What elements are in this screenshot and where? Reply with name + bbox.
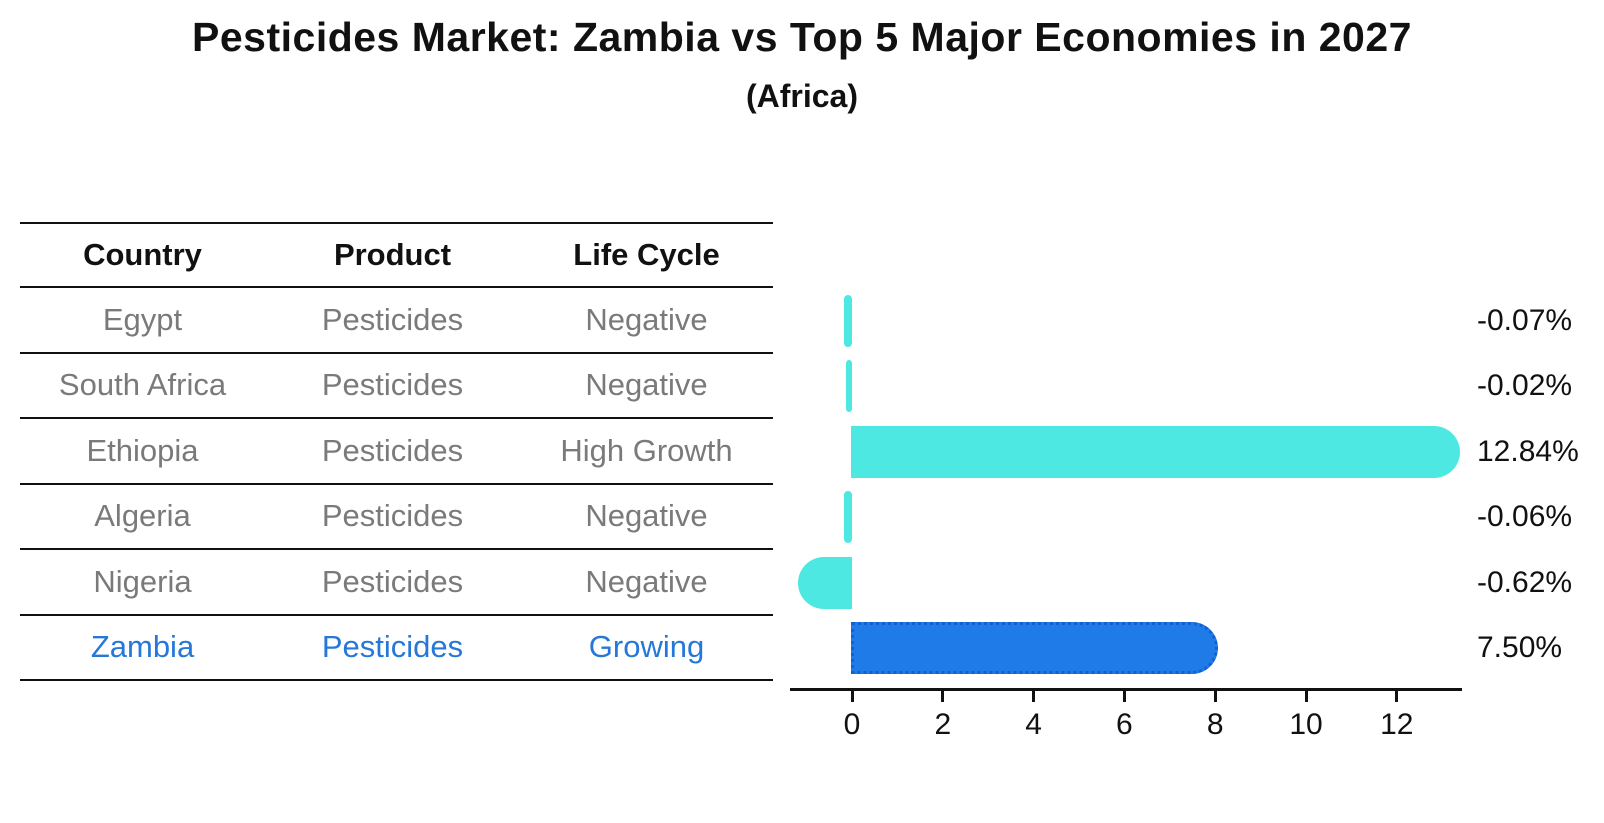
x-axis-tick-label-12: 12: [1380, 708, 1414, 741]
table-header-row: Country Product Life Cycle: [20, 222, 773, 288]
column-header-country: Country: [83, 237, 202, 272]
cell-country: Nigeria: [93, 563, 192, 599]
bar-egypt: [843, 294, 852, 347]
cell-life-cycle: Negative: [585, 301, 708, 337]
bar-nigeria: [797, 556, 852, 609]
x-axis-tick-4: [1032, 691, 1036, 702]
cell-product: Pesticides: [321, 432, 464, 468]
x-axis-tick-6: [1122, 691, 1126, 702]
x-axis-tick-label-10: 10: [1289, 708, 1323, 741]
value-label-nigeria: -0.62%: [1477, 565, 1573, 599]
bar-algeria: [844, 491, 852, 544]
chart-subtitle: (Africa): [745, 78, 858, 114]
table-row-nigeria: Nigeria Pesticides Negative: [20, 550, 773, 616]
x-axis-tick-2: [941, 691, 945, 702]
x-axis-tick-label-0: 0: [843, 708, 861, 741]
cell-life-cycle: Negative: [585, 367, 708, 403]
x-axis-tick-label-2: 2: [934, 708, 952, 741]
cell-product: Pesticides: [321, 563, 464, 599]
cell-country: Ethiopia: [86, 432, 199, 468]
cell-product: Pesticides: [321, 301, 464, 337]
x-axis-line: [790, 688, 1462, 691]
x-axis-tick-0: [850, 691, 854, 702]
table-row-south-africa: South Africa Pesticides Negative: [20, 354, 773, 419]
cell-country: South Africa: [58, 367, 227, 403]
bar-zambia: [851, 622, 1218, 675]
cell-product: Pesticides: [321, 498, 464, 534]
x-axis-tick-label-6: 6: [1116, 708, 1133, 741]
cell-life-cycle: Negative: [585, 563, 708, 599]
table-row-algeria: Algeria Pesticides Negative: [20, 485, 773, 550]
x-axis-tick-8: [1213, 691, 1217, 702]
x-axis-tick-label-4: 4: [1025, 708, 1042, 741]
cell-life-cycle: Growing: [588, 629, 705, 665]
column-header-product: Product: [333, 237, 452, 272]
bar-south-africa: [846, 360, 852, 413]
cell-life-cycle: High Growth: [560, 432, 733, 468]
x-axis-tick-12: [1395, 691, 1399, 702]
table-body: Egypt Pesticides Negative South Africa Pesti…: [20, 288, 773, 681]
table-row-ethiopia: Ethiopia Pesticides High Growth: [20, 419, 773, 485]
table-row-egypt: Egypt Pesticides Negative: [20, 288, 773, 354]
cell-product: Pesticides: [321, 629, 464, 665]
x-axis-tick-10: [1304, 691, 1308, 702]
cell-life-cycle: Negative: [585, 498, 708, 534]
column-header-lifecycle: Life Cycle: [573, 237, 720, 272]
table-row-zambia: Zambia Pesticides Growing: [20, 616, 773, 681]
cell-country: Algeria: [94, 498, 191, 534]
country-table: Country Product Life Cycle Egypt Pesticid…: [20, 222, 773, 681]
value-label-zambia: 7.50%: [1477, 631, 1563, 665]
chart-title: Pesticides Market: Zambia vs Top 5 Major…: [192, 14, 1412, 60]
cell-country: Zambia: [90, 629, 195, 665]
x-axis-tick-label-8: 8: [1206, 708, 1224, 741]
value-label-egypt: -0.07%: [1477, 303, 1573, 337]
cell-product: Pesticides: [321, 367, 464, 403]
value-label-ethiopia: 12.84%: [1477, 434, 1579, 468]
cell-country: Egypt: [102, 301, 183, 337]
bar-ethiopia: [851, 425, 1460, 478]
value-label-south-africa: -0.02%: [1477, 369, 1573, 403]
value-label-algeria: -0.06%: [1477, 500, 1573, 534]
